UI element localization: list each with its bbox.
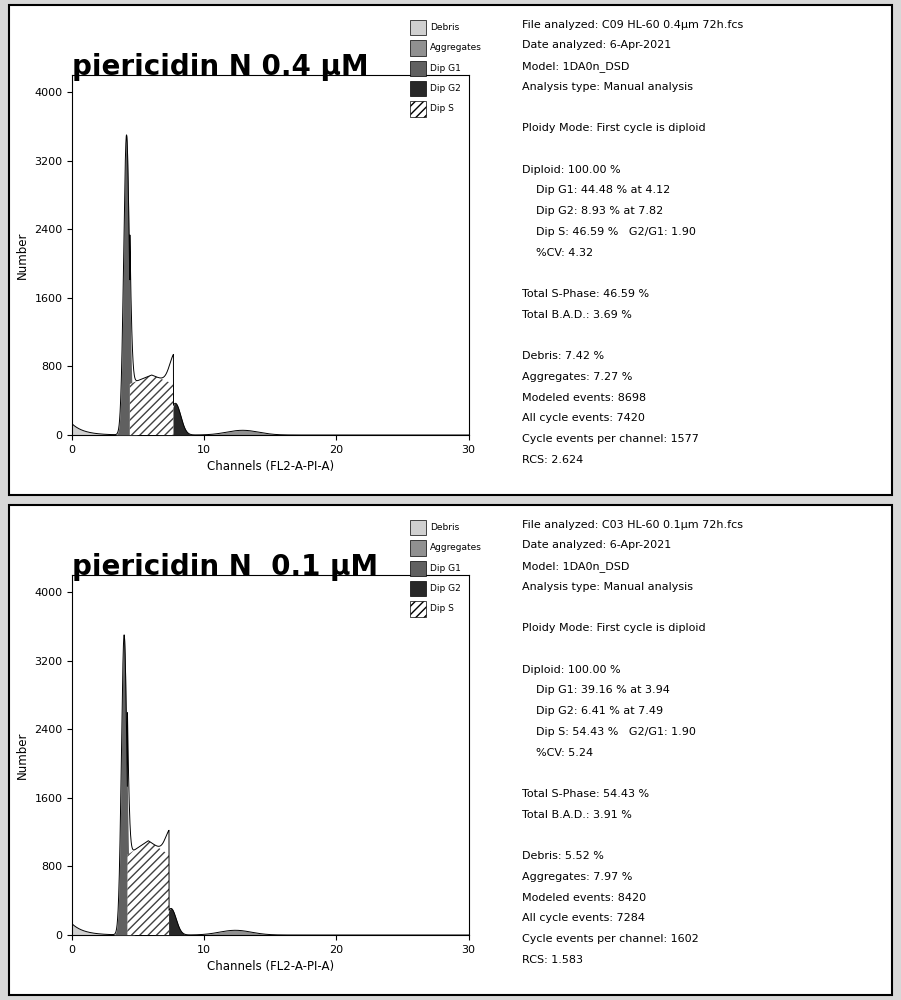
Text: Aggregates: 7.27 %: Aggregates: 7.27 %	[522, 372, 633, 382]
Text: Model: 1DA0n_DSD: Model: 1DA0n_DSD	[522, 61, 629, 72]
Text: Total S-Phase: 46.59 %: Total S-Phase: 46.59 %	[522, 289, 649, 299]
FancyBboxPatch shape	[410, 520, 426, 535]
Text: Analysis type: Manual analysis: Analysis type: Manual analysis	[522, 582, 693, 592]
X-axis label: Channels (FL2-A-PI-A): Channels (FL2-A-PI-A)	[206, 960, 334, 973]
FancyBboxPatch shape	[410, 20, 426, 35]
Text: piericidin N 0.4 μM: piericidin N 0.4 μM	[72, 53, 369, 81]
Text: Date analyzed: 6-Apr-2021: Date analyzed: 6-Apr-2021	[522, 540, 671, 550]
Text: Model: 1DA0n_DSD: Model: 1DA0n_DSD	[522, 561, 629, 572]
X-axis label: Channels (FL2-A-PI-A): Channels (FL2-A-PI-A)	[206, 460, 334, 473]
Text: Debris: Debris	[430, 523, 459, 532]
Text: All cycle events: 7420: All cycle events: 7420	[522, 413, 644, 423]
Text: Diploid: 100.00 %: Diploid: 100.00 %	[522, 165, 621, 175]
Text: Aggregates: Aggregates	[430, 43, 482, 52]
Text: All cycle events: 7284: All cycle events: 7284	[522, 913, 645, 923]
Text: Dip S: 46.59 %   G2/G1: 1.90: Dip S: 46.59 % G2/G1: 1.90	[522, 227, 696, 237]
Text: Modeled events: 8698: Modeled events: 8698	[522, 393, 646, 403]
FancyBboxPatch shape	[410, 581, 426, 596]
Text: Dip S: 54.43 %   G2/G1: 1.90: Dip S: 54.43 % G2/G1: 1.90	[522, 727, 696, 737]
FancyBboxPatch shape	[410, 101, 426, 117]
Text: RCS: 1.583: RCS: 1.583	[522, 955, 583, 965]
Text: Dip S: Dip S	[430, 604, 453, 613]
Text: File analyzed: C03 HL-60 0.1μm 72h.fcs: File analyzed: C03 HL-60 0.1μm 72h.fcs	[522, 520, 742, 530]
Text: Aggregates: 7.97 %: Aggregates: 7.97 %	[522, 872, 633, 882]
Text: %CV: 5.24: %CV: 5.24	[522, 748, 593, 758]
Text: Cycle events per channel: 1577: Cycle events per channel: 1577	[522, 434, 698, 444]
FancyBboxPatch shape	[410, 540, 426, 556]
Text: Debris: Debris	[430, 23, 459, 32]
Y-axis label: Number: Number	[15, 731, 29, 779]
Text: Total B.A.D.: 3.91 %: Total B.A.D.: 3.91 %	[522, 810, 632, 820]
Text: Dip G1: 39.16 % at 3.94: Dip G1: 39.16 % at 3.94	[522, 685, 669, 695]
Text: Total S-Phase: 54.43 %: Total S-Phase: 54.43 %	[522, 789, 649, 799]
Text: Dip G1: Dip G1	[430, 564, 460, 573]
Text: Dip G1: 44.48 % at 4.12: Dip G1: 44.48 % at 4.12	[522, 185, 670, 195]
Text: piericidin N  0.1 μM: piericidin N 0.1 μM	[72, 553, 378, 581]
Text: RCS: 2.624: RCS: 2.624	[522, 455, 583, 465]
Text: Debris: 7.42 %: Debris: 7.42 %	[522, 351, 604, 361]
Text: %CV: 4.32: %CV: 4.32	[522, 248, 593, 258]
Y-axis label: Number: Number	[15, 231, 29, 279]
Text: Aggregates: Aggregates	[430, 543, 482, 552]
FancyBboxPatch shape	[410, 60, 426, 76]
Text: Debris: 5.52 %: Debris: 5.52 %	[522, 851, 604, 861]
Text: Analysis type: Manual analysis: Analysis type: Manual analysis	[522, 82, 693, 92]
Text: Dip G2: 6.41 % at 7.49: Dip G2: 6.41 % at 7.49	[522, 706, 663, 716]
Text: Dip G1: Dip G1	[430, 64, 460, 73]
FancyBboxPatch shape	[410, 40, 426, 56]
FancyBboxPatch shape	[410, 81, 426, 96]
Text: Total B.A.D.: 3.69 %: Total B.A.D.: 3.69 %	[522, 310, 632, 320]
Text: Cycle events per channel: 1602: Cycle events per channel: 1602	[522, 934, 698, 944]
Text: Diploid: 100.00 %: Diploid: 100.00 %	[522, 665, 621, 675]
Text: Dip S: Dip S	[430, 104, 453, 113]
Text: Dip G2: Dip G2	[430, 84, 460, 93]
FancyBboxPatch shape	[410, 560, 426, 576]
Text: Dip G2: 8.93 % at 7.82: Dip G2: 8.93 % at 7.82	[522, 206, 663, 216]
Text: Dip G2: Dip G2	[430, 584, 460, 593]
Text: Date analyzed: 6-Apr-2021: Date analyzed: 6-Apr-2021	[522, 40, 671, 50]
Text: Ploidy Mode: First cycle is diploid: Ploidy Mode: First cycle is diploid	[522, 623, 705, 633]
Text: File analyzed: C09 HL-60 0.4μm 72h.fcs: File analyzed: C09 HL-60 0.4μm 72h.fcs	[522, 20, 743, 30]
Text: Modeled events: 8420: Modeled events: 8420	[522, 893, 646, 903]
Text: Ploidy Mode: First cycle is diploid: Ploidy Mode: First cycle is diploid	[522, 123, 705, 133]
FancyBboxPatch shape	[410, 601, 426, 617]
